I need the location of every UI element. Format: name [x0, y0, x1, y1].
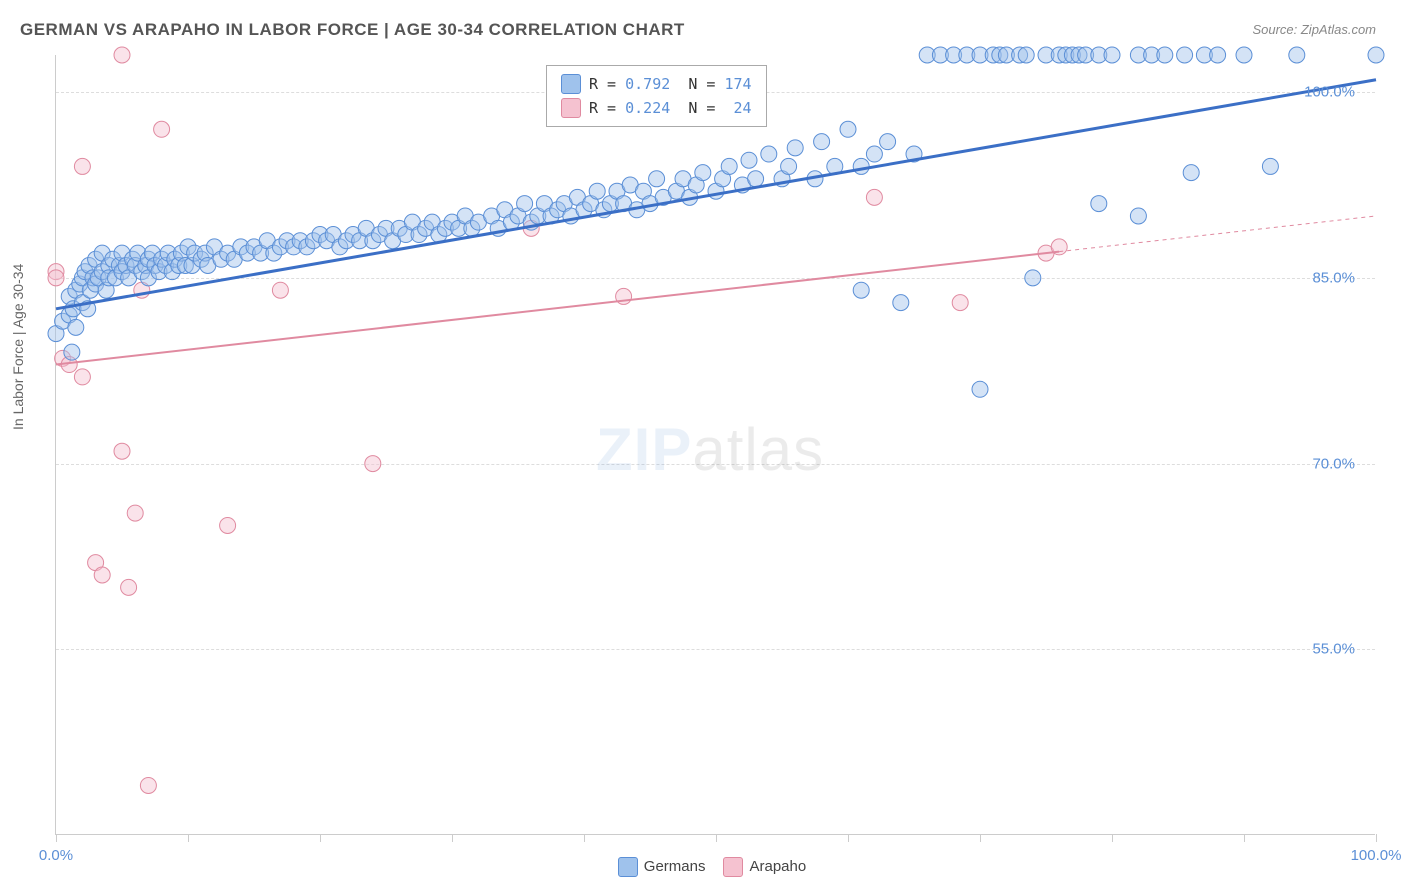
arapaho-n-value: 24	[734, 99, 752, 117]
scatter-point-arapaho	[272, 282, 288, 298]
xtick	[1376, 834, 1377, 842]
scatter-point-arapaho	[74, 369, 90, 385]
scatter-point-germans	[866, 146, 882, 162]
scatter-point-germans	[853, 282, 869, 298]
scatter-point-germans	[748, 171, 764, 187]
scatter-point-germans	[1183, 165, 1199, 181]
scatter-point-arapaho	[952, 295, 968, 311]
scatter-point-arapaho	[94, 567, 110, 583]
scatter-point-germans	[1262, 158, 1278, 174]
scatter-point-arapaho	[127, 505, 143, 521]
scatter-point-germans	[589, 183, 605, 199]
xtick	[584, 834, 585, 842]
scatter-point-germans	[68, 319, 84, 335]
scatter-plot	[56, 55, 1375, 834]
arapaho-r-value: 0.224	[625, 99, 670, 117]
scatter-point-arapaho	[114, 443, 130, 459]
scatter-point-arapaho	[121, 579, 137, 595]
bottom-legend-label: Arapaho	[749, 858, 806, 875]
scatter-point-germans	[649, 171, 665, 187]
germans-n-value: 174	[724, 75, 751, 93]
xtick	[1112, 834, 1113, 842]
scatter-point-arapaho	[866, 189, 882, 205]
scatter-point-arapaho	[365, 456, 381, 472]
legend-row-germans: R = 0.792 N = 174	[561, 72, 752, 96]
bottom-legend-label: Germans	[644, 858, 706, 875]
scatter-point-germans	[893, 295, 909, 311]
scatter-point-arapaho	[140, 777, 156, 793]
xtick	[56, 834, 57, 842]
y-axis-label: In Labor Force | Age 30-34	[10, 264, 26, 430]
scatter-point-germans	[840, 121, 856, 137]
xtick	[320, 834, 321, 842]
ytick-label: 100.0%	[1304, 84, 1355, 101]
scatter-point-germans	[1104, 47, 1120, 63]
scatter-point-germans	[761, 146, 777, 162]
scatter-point-germans	[1368, 47, 1384, 63]
scatter-point-germans	[695, 165, 711, 181]
chart-title: GERMAN VS ARAPAHO IN LABOR FORCE | AGE 3…	[20, 20, 685, 40]
xtick	[188, 834, 189, 842]
scatter-point-germans	[64, 344, 80, 360]
legend-row-arapaho: R = 0.224 N = 24	[561, 96, 752, 120]
scatter-point-germans	[1130, 208, 1146, 224]
scatter-point-germans	[814, 134, 830, 150]
scatter-point-germans	[1210, 47, 1226, 63]
scatter-point-arapaho	[48, 270, 64, 286]
scatter-point-germans	[787, 140, 803, 156]
source-attribution: Source: ZipAtlas.com	[1252, 22, 1376, 37]
scatter-point-arapaho	[154, 121, 170, 137]
scatter-point-germans	[741, 152, 757, 168]
plot-area: R = 0.792 N = 174 R = 0.224 N = 24 ZIPat…	[55, 55, 1375, 835]
xtick	[980, 834, 981, 842]
xtick	[1244, 834, 1245, 842]
scatter-point-germans	[1025, 270, 1041, 286]
scatter-point-germans	[1157, 47, 1173, 63]
ytick-label: 70.0%	[1312, 455, 1355, 472]
scatter-point-arapaho	[114, 47, 130, 63]
scatter-point-germans	[853, 158, 869, 174]
bottom-legend-swatch	[723, 857, 743, 877]
regression-line-dashed-arapaho	[1059, 216, 1376, 252]
xtick	[716, 834, 717, 842]
bottom-legend-swatch	[618, 857, 638, 877]
xtick	[452, 834, 453, 842]
xtick	[848, 834, 849, 842]
scatter-point-germans	[1018, 47, 1034, 63]
scatter-point-germans	[880, 134, 896, 150]
scatter-point-germans	[1091, 196, 1107, 212]
ytick-label: 55.0%	[1312, 641, 1355, 658]
scatter-point-germans	[1289, 47, 1305, 63]
scatter-point-germans	[721, 158, 737, 174]
scatter-point-germans	[1236, 47, 1252, 63]
scatter-point-arapaho	[74, 158, 90, 174]
germans-r-value: 0.792	[625, 75, 670, 93]
legend-stats-box: R = 0.792 N = 174 R = 0.224 N = 24	[546, 65, 767, 127]
bottom-legend: Germans Arapaho	[0, 857, 1406, 877]
scatter-point-germans	[1177, 47, 1193, 63]
scatter-point-germans	[972, 381, 988, 397]
scatter-point-germans	[517, 196, 533, 212]
scatter-point-arapaho	[220, 517, 236, 533]
legend-swatch-germans	[561, 74, 581, 94]
scatter-point-germans	[781, 158, 797, 174]
legend-swatch-arapaho	[561, 98, 581, 118]
ytick-label: 85.0%	[1312, 269, 1355, 286]
